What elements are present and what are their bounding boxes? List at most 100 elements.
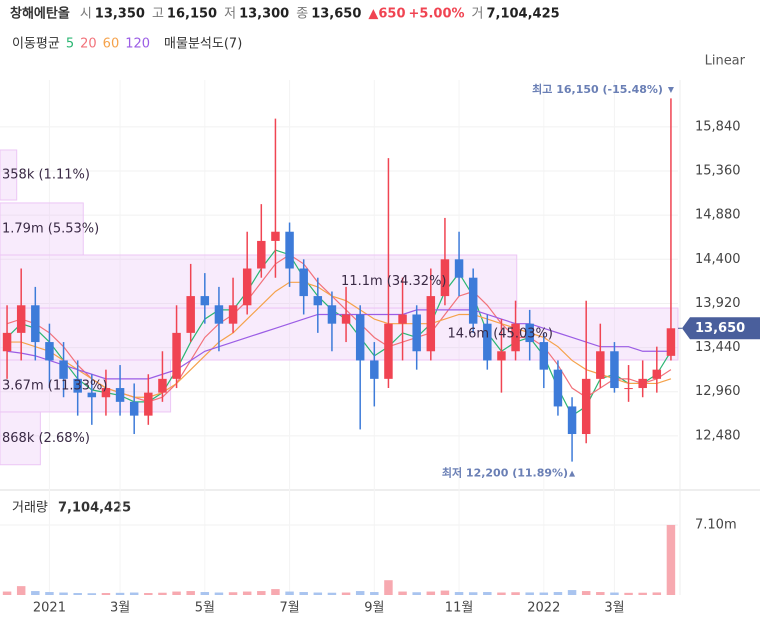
- volume-bar: [355, 591, 365, 595]
- profile-band: [0, 359, 172, 413]
- candle-body: [172, 332, 181, 379]
- candle-body: [426, 296, 436, 352]
- candle-body: [59, 360, 68, 379]
- field-label: 종: [296, 7, 308, 22]
- candle-body: [16, 305, 26, 333]
- last-price-tag: [682, 317, 760, 340]
- volume-bar: [596, 592, 605, 595]
- candle-body: [327, 305, 337, 324]
- candle-body: [101, 388, 111, 398]
- field-value: 13,650: [311, 7, 361, 22]
- volume-bar: [553, 592, 563, 595]
- field-label: 시: [80, 7, 92, 22]
- volume-bar: [511, 592, 520, 595]
- candle-body: [553, 369, 563, 407]
- field-value: 16,150: [167, 7, 217, 22]
- volume-last: 7,104,425: [58, 501, 131, 516]
- profile-label: 358k (1.11%): [2, 167, 90, 182]
- candle-body: [31, 305, 40, 343]
- profile-band: [0, 411, 41, 466]
- volume-bar: [624, 592, 633, 595]
- candle-body: [440, 259, 450, 297]
- volume-bar: [59, 592, 68, 595]
- stock-name: 창해에탄올: [10, 6, 70, 22]
- last-price-label: 13,650: [695, 321, 745, 336]
- volume-bar: [426, 591, 436, 595]
- x-tick-label: 2022: [527, 601, 560, 616]
- candle-body: [2, 332, 12, 352]
- min-marker: [569, 470, 576, 477]
- volume-bar: [242, 591, 252, 595]
- volume-bar: [652, 592, 662, 595]
- candle-body: [398, 314, 407, 324]
- volume-bar: [327, 592, 337, 595]
- legend-entry: 5: [66, 37, 74, 52]
- volume-title: 거래량: [12, 501, 48, 516]
- volume-bar: [454, 592, 464, 595]
- volume-bar: [525, 592, 534, 595]
- profile-label: 3.67m (11.33%): [2, 378, 107, 393]
- volume-bar: [257, 591, 266, 595]
- candle-body: [200, 296, 210, 306]
- profile-label: 14.6m (45.03%): [447, 327, 552, 342]
- volume-bar: [581, 591, 591, 595]
- volume-bar: [2, 591, 12, 595]
- candle-body: [285, 231, 294, 269]
- legend-entry: 20: [80, 37, 97, 52]
- candle-body: [652, 369, 662, 379]
- volume-bar: [186, 591, 195, 595]
- field-value: 7,104,425: [486, 7, 559, 22]
- scale-toggle[interactable]: Linear: [705, 54, 746, 69]
- candle-body: [596, 351, 605, 379]
- y-tick-label: 14,400: [695, 252, 741, 267]
- volume-bar: [638, 592, 647, 595]
- volume-bar: [610, 592, 619, 595]
- candle-body: [73, 378, 82, 393]
- volume-bar: [73, 593, 82, 595]
- field-label: 고: [152, 7, 164, 22]
- volume-bar: [144, 593, 153, 595]
- volume-bar: [158, 592, 167, 595]
- candle-body: [539, 342, 549, 370]
- volume-bar: [16, 586, 26, 595]
- profile-band: [0, 202, 84, 256]
- volume-bar: [539, 592, 549, 595]
- x-tick-label: 3월: [110, 601, 130, 616]
- candle-body: [468, 277, 478, 324]
- change-pct: +5.00%: [409, 7, 465, 22]
- volume-bar: [299, 592, 308, 595]
- volume-bar: [31, 591, 40, 595]
- volume-bar: [200, 592, 210, 595]
- candle-body: [355, 314, 365, 361]
- candle-body: [257, 240, 266, 269]
- volume-bar: [214, 592, 224, 595]
- x-tick-label: 9월: [364, 601, 384, 616]
- candle-body: [567, 406, 577, 435]
- candle-body: [666, 328, 676, 356]
- y-tick-label: 15,360: [695, 164, 741, 179]
- candle-body: [299, 268, 308, 297]
- candle-body: [610, 351, 619, 389]
- profile-band: [0, 149, 18, 201]
- candle-body: [144, 392, 153, 416]
- max-label: 최고 16,150 (-15.48%): [532, 82, 663, 96]
- profile-band: [0, 307, 679, 361]
- volume-bar: [341, 592, 351, 595]
- candle-body: [186, 296, 195, 333]
- field-label: 저: [224, 7, 236, 22]
- ma-line: [6, 309, 671, 380]
- candle-body: [129, 401, 139, 416]
- field-value: 13,300: [239, 7, 289, 22]
- volume-bar: [45, 592, 54, 595]
- volume-bar: [666, 524, 676, 595]
- legend-entry: 60: [103, 37, 120, 52]
- volume-bar: [271, 589, 280, 595]
- candle-body: [313, 296, 323, 306]
- candle-body: [384, 323, 393, 379]
- volume-bar: [172, 591, 181, 595]
- volume-bar: [228, 592, 238, 595]
- candle-body: [511, 323, 520, 352]
- volume-bar: [87, 593, 97, 595]
- candle-body: [115, 388, 125, 402]
